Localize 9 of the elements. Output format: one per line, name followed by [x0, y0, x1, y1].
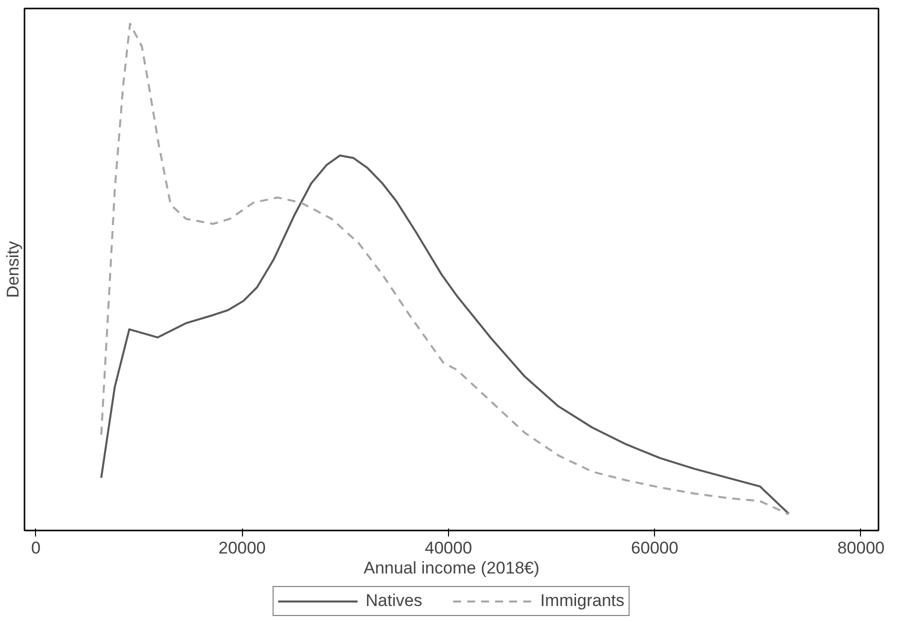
x-tick-label: 80000: [837, 538, 885, 558]
x-tick-label: 20000: [218, 538, 266, 558]
y-axis-title: Density: [4, 240, 22, 298]
x-tick-label: 0: [31, 538, 41, 558]
x-tick-label: 40000: [424, 538, 472, 558]
legend-label: Immigrants: [540, 591, 624, 611]
legend-label: Natives: [366, 591, 422, 611]
x-axis-title: Annual income (2018€): [364, 558, 540, 578]
x-tick-label: 60000: [631, 538, 678, 558]
